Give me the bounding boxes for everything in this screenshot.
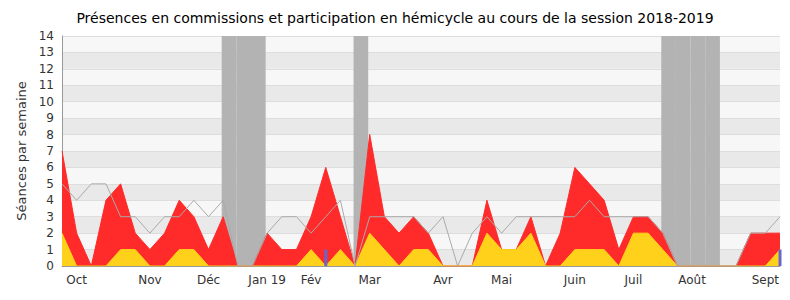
svg-text:10: 10 bbox=[39, 95, 54, 109]
svg-text:1: 1 bbox=[46, 243, 54, 257]
svg-text:Oct: Oct bbox=[66, 273, 87, 287]
svg-text:Sept: Sept bbox=[752, 273, 780, 287]
svg-text:0: 0 bbox=[46, 259, 54, 273]
svg-text:Présences en commissions et pa: Présences en commissions et participatio… bbox=[76, 10, 713, 26]
svg-text:2: 2 bbox=[46, 226, 54, 240]
svg-text:Jan 19: Jan 19 bbox=[247, 273, 286, 287]
svg-text:Août: Août bbox=[678, 273, 706, 287]
svg-text:11: 11 bbox=[39, 78, 54, 92]
svg-text:Séances par semaine: Séances par semaine bbox=[14, 81, 29, 220]
svg-text:6: 6 bbox=[46, 160, 54, 174]
svg-text:Mar: Mar bbox=[358, 273, 381, 287]
svg-text:Fév: Fév bbox=[301, 273, 322, 287]
svg-text:13: 13 bbox=[39, 45, 54, 59]
svg-text:14: 14 bbox=[39, 29, 54, 43]
svg-text:4: 4 bbox=[46, 193, 54, 207]
svg-text:8: 8 bbox=[46, 128, 54, 142]
svg-text:Juin: Juin bbox=[563, 273, 586, 287]
svg-text:12: 12 bbox=[39, 62, 54, 76]
svg-text:3: 3 bbox=[46, 210, 54, 224]
svg-text:Nov: Nov bbox=[138, 273, 161, 287]
svg-text:Déc: Déc bbox=[197, 273, 220, 287]
svg-text:7: 7 bbox=[46, 144, 54, 158]
svg-text:Avr: Avr bbox=[433, 273, 453, 287]
svg-text:9: 9 bbox=[46, 111, 54, 125]
svg-text:Mai: Mai bbox=[491, 273, 512, 287]
svg-text:5: 5 bbox=[46, 177, 54, 191]
svg-text:Juil: Juil bbox=[624, 273, 643, 287]
